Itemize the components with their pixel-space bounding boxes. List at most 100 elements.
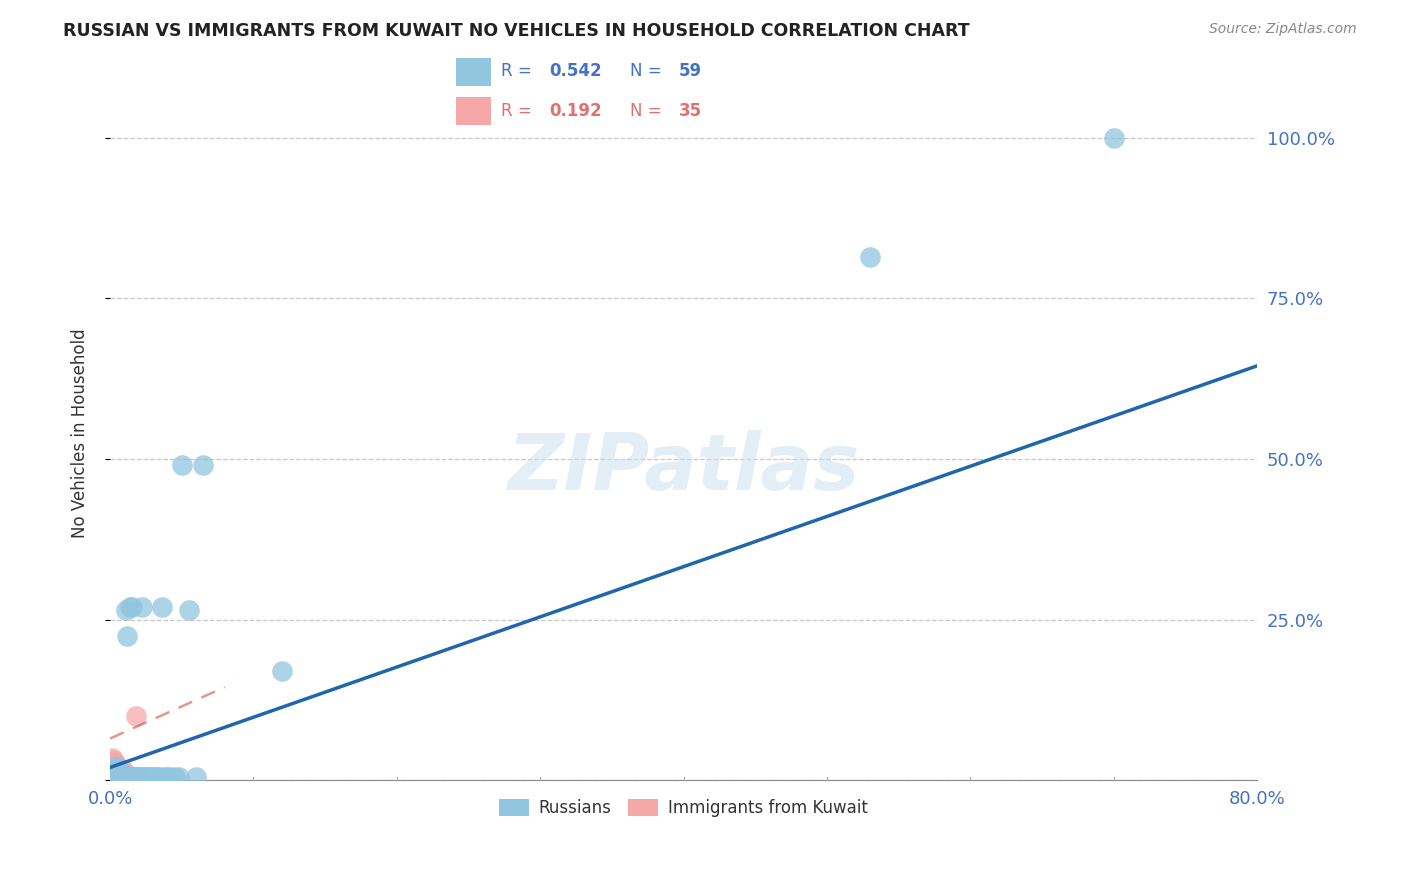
Point <box>100 751 122 765</box>
Point <box>110 767 132 781</box>
Point <box>124 770 146 784</box>
Point <box>129 770 152 784</box>
Point <box>125 770 148 784</box>
Text: ZIPatlas: ZIPatlas <box>508 430 859 506</box>
Point <box>101 760 124 774</box>
Point <box>145 770 167 784</box>
Point <box>132 770 155 784</box>
Point <box>110 770 132 784</box>
Point <box>111 770 134 784</box>
Point <box>115 770 138 784</box>
Point <box>100 770 122 784</box>
Point <box>121 599 143 614</box>
Text: Source: ZipAtlas.com: Source: ZipAtlas.com <box>1209 22 1357 37</box>
Point <box>103 760 125 774</box>
Bar <box>456 58 492 86</box>
Point <box>105 770 128 784</box>
Point <box>117 629 139 643</box>
Point <box>108 764 131 778</box>
Text: N =: N = <box>630 62 668 80</box>
Point <box>121 770 143 784</box>
Point <box>104 757 127 772</box>
Point <box>100 760 122 774</box>
Point <box>150 599 173 614</box>
Point <box>107 764 129 778</box>
Point <box>100 764 122 778</box>
Point <box>117 770 139 784</box>
Point <box>139 770 162 784</box>
Point <box>112 767 135 781</box>
Point <box>149 770 172 784</box>
Point <box>107 767 129 781</box>
Point <box>127 770 149 784</box>
Point <box>103 760 125 774</box>
Text: R =: R = <box>501 62 537 80</box>
Point <box>122 770 145 784</box>
Point <box>156 770 179 784</box>
Point <box>115 770 138 784</box>
Point <box>101 767 124 781</box>
Point <box>115 603 138 617</box>
Point <box>108 770 131 784</box>
Point <box>110 764 132 778</box>
Point <box>153 770 176 784</box>
Point <box>271 664 294 678</box>
Point <box>105 760 128 774</box>
Point <box>104 767 127 781</box>
Point <box>146 770 169 784</box>
Point <box>142 770 165 784</box>
Point <box>112 770 135 784</box>
Point <box>107 770 129 784</box>
Text: 35: 35 <box>679 102 702 120</box>
Point <box>101 754 124 768</box>
Point <box>105 770 128 784</box>
Point <box>136 770 159 784</box>
Point <box>128 770 150 784</box>
Point <box>193 458 215 473</box>
Text: RUSSIAN VS IMMIGRANTS FROM KUWAIT NO VEHICLES IN HOUSEHOLD CORRELATION CHART: RUSSIAN VS IMMIGRANTS FROM KUWAIT NO VEH… <box>63 22 970 40</box>
Point <box>105 764 128 778</box>
Point <box>101 770 124 784</box>
Text: 0.192: 0.192 <box>550 102 602 120</box>
Point <box>128 770 150 784</box>
Point <box>100 767 122 781</box>
Point <box>112 764 135 778</box>
Point <box>103 767 125 781</box>
Point <box>124 770 146 784</box>
Point <box>120 770 142 784</box>
Point <box>111 767 134 781</box>
Point <box>163 770 186 784</box>
Point <box>121 770 143 784</box>
Point <box>104 770 127 784</box>
Point <box>103 767 125 781</box>
Text: 59: 59 <box>679 62 702 80</box>
Legend: Russians, Immigrants from Kuwait: Russians, Immigrants from Kuwait <box>492 792 875 824</box>
Point <box>118 770 141 784</box>
Point <box>105 767 128 781</box>
Point <box>859 250 882 264</box>
Point <box>112 770 135 784</box>
Point <box>101 770 124 784</box>
Point <box>118 770 141 784</box>
Point <box>100 770 122 784</box>
Y-axis label: No Vehicles in Household: No Vehicles in Household <box>72 328 89 538</box>
Point <box>103 754 125 768</box>
Point <box>107 770 129 784</box>
Text: R =: R = <box>501 102 537 120</box>
Point <box>125 709 148 723</box>
Point <box>101 764 124 778</box>
Point <box>120 770 142 784</box>
Text: 0.542: 0.542 <box>550 62 602 80</box>
Point <box>131 599 153 614</box>
Point <box>1102 130 1125 145</box>
Point <box>167 770 190 784</box>
Point <box>108 767 131 781</box>
Bar <box>456 97 492 125</box>
Point <box>159 770 181 784</box>
Point <box>110 770 132 784</box>
Point <box>138 770 160 784</box>
Point <box>135 770 157 784</box>
Point <box>117 770 139 784</box>
Point <box>104 770 127 784</box>
Text: N =: N = <box>630 102 668 120</box>
